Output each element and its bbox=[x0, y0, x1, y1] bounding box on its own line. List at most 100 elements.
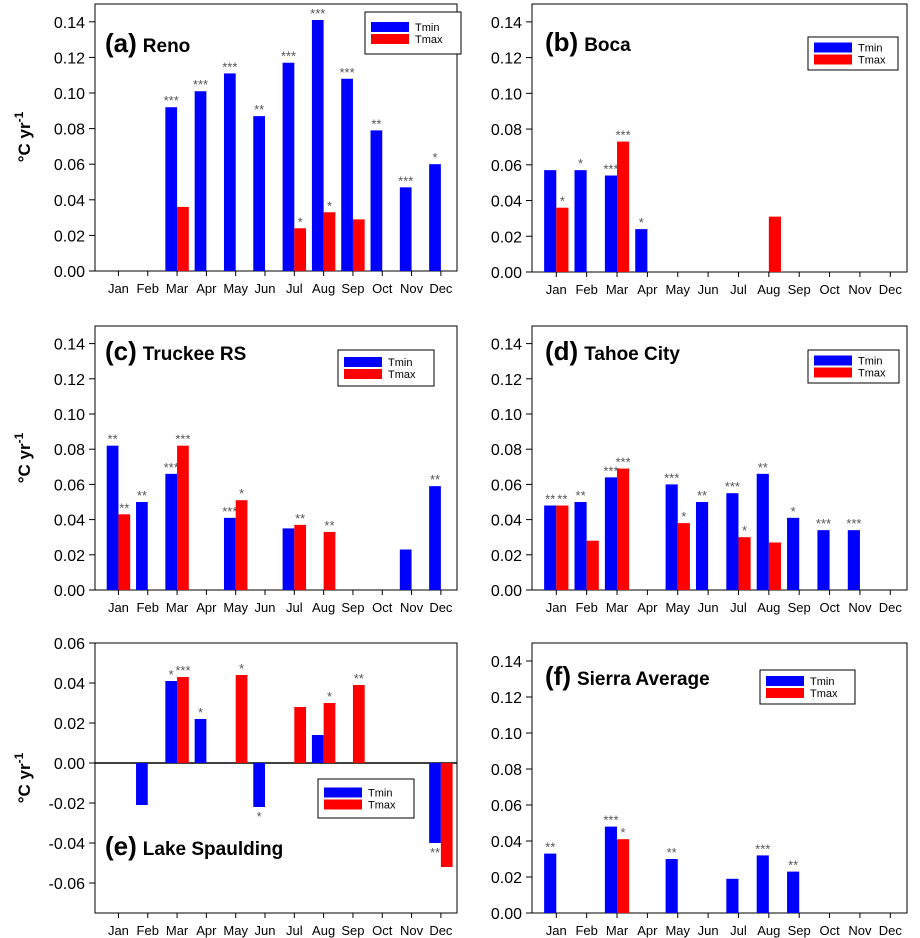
tmin-bar-jul bbox=[282, 62, 295, 271]
tmax-bar-may bbox=[235, 675, 248, 763]
x-tick-label: Jan bbox=[546, 600, 567, 615]
x-tick-label: Sep bbox=[341, 923, 364, 938]
panel-title: (e) Lake Spaulding bbox=[105, 831, 283, 861]
x-tick-label: Sep bbox=[788, 923, 811, 938]
tmin-bar-mar bbox=[165, 473, 178, 590]
tmin-bar-jan bbox=[544, 170, 557, 272]
legend-swatch-tmax bbox=[344, 369, 382, 379]
legend-label-tmin: Tmin bbox=[388, 357, 412, 369]
x-tick-label: Dec bbox=[879, 282, 903, 297]
y-tick-label: 0.12 bbox=[491, 690, 522, 707]
y-tick-label: 0.08 bbox=[491, 442, 522, 459]
tmax-bar-aug bbox=[323, 212, 336, 271]
y-tick-label: 0.04 bbox=[54, 676, 85, 693]
x-tick-label: May bbox=[223, 923, 248, 938]
x-tick-label: Nov bbox=[848, 600, 872, 615]
significance-marker: ** bbox=[119, 500, 129, 515]
tmax-bar-mar bbox=[177, 206, 189, 271]
significance-marker: * bbox=[257, 809, 262, 824]
tmax-bar-jan bbox=[556, 505, 569, 590]
x-tick-label: Oct bbox=[819, 282, 840, 297]
significance-marker: *** bbox=[603, 162, 618, 177]
tmin-bar-jun bbox=[253, 763, 266, 807]
legend-label-tmax: Tmax bbox=[858, 368, 886, 380]
significance-marker: *** bbox=[164, 460, 179, 475]
significance-marker: ** bbox=[667, 845, 677, 860]
x-tick-label: Aug bbox=[312, 923, 335, 938]
y-tick-label: 0.04 bbox=[491, 513, 522, 530]
tmin-bar-feb bbox=[136, 502, 148, 590]
tmax-bar-jul bbox=[294, 707, 307, 763]
significance-marker: *** bbox=[222, 504, 237, 519]
significance-marker: ** bbox=[545, 840, 555, 855]
tmin-bar-jun bbox=[695, 502, 709, 590]
tmin-bar-feb bbox=[574, 170, 587, 272]
tmax-bar-aug bbox=[323, 703, 336, 763]
x-tick-label: Jul bbox=[730, 282, 747, 297]
tmax-bar-dec bbox=[440, 763, 453, 867]
x-tick-label: Apr bbox=[196, 923, 217, 938]
y-tick-label: 0.08 bbox=[54, 122, 85, 139]
panel-boca: 0.00 0.02 0.04 0.06 0.08 0.10 0.12 0.14 Jan Feb Ma… bbox=[491, 3, 908, 297]
x-tick-label: Jan bbox=[546, 923, 567, 938]
legend-swatch-tmin bbox=[324, 787, 362, 798]
panel-title: (d) Tahoe City bbox=[545, 336, 680, 366]
significance-marker: *** bbox=[615, 455, 630, 470]
significance-marker: *** bbox=[816, 516, 831, 531]
significance-marker: ** bbox=[371, 116, 381, 131]
tmax-bar-aug bbox=[323, 531, 336, 590]
panel-title: (c) Truckee RS bbox=[105, 336, 246, 366]
x-tick-label: Jul bbox=[286, 600, 303, 615]
x-tick-label: Nov bbox=[400, 923, 424, 938]
significance-marker: *** bbox=[310, 6, 325, 21]
y-tick-label: 0.06 bbox=[491, 798, 522, 815]
tmax-bar-jul bbox=[738, 537, 751, 590]
panel-truckee-rs: 0.00 0.02 0.04 0.06 0.08 0.10 0.12 0.14 Jan Feb Ma… bbox=[54, 325, 458, 615]
x-tick-label: Dec bbox=[879, 600, 903, 615]
y-tick-label: 0.06 bbox=[491, 158, 522, 175]
y-tick-label: 0.02 bbox=[491, 870, 522, 887]
tmax-bar-may bbox=[677, 523, 690, 590]
y-tick-label: -0.06 bbox=[49, 876, 86, 893]
tmin-bar-apr bbox=[635, 229, 648, 272]
significance-marker: * bbox=[432, 150, 437, 165]
tmin-bar-sep bbox=[787, 517, 800, 590]
y-tick-label: 0.10 bbox=[491, 407, 522, 424]
tmin-bar-dec bbox=[429, 164, 441, 271]
y-tick-label: -0.02 bbox=[49, 796, 86, 813]
significance-marker: * bbox=[169, 667, 174, 682]
y-axis-label: °C yr-1 bbox=[12, 752, 34, 803]
x-tick-label: Oct bbox=[372, 281, 393, 296]
x-tick-label: May bbox=[665, 600, 690, 615]
x-tick-label: Nov bbox=[400, 281, 424, 296]
significance-marker: * bbox=[198, 705, 203, 720]
significance-marker: *** bbox=[175, 663, 190, 678]
significance-marker: *** bbox=[175, 432, 190, 447]
x-tick-label: Jun bbox=[255, 923, 276, 938]
tmin-bar-apr bbox=[194, 719, 207, 763]
y-tick-label: 0.04 bbox=[491, 194, 522, 211]
tmax-bar-jul bbox=[294, 228, 307, 271]
y-axis-label: °C yr-1 bbox=[12, 432, 34, 483]
plot-frame bbox=[94, 642, 458, 914]
x-tick-label: Aug bbox=[312, 281, 335, 296]
tmin-bar-jan bbox=[544, 505, 557, 590]
y-tick-label: 0.10 bbox=[491, 726, 522, 743]
x-tick-label: Jan bbox=[108, 281, 129, 296]
tmax-bar-aug bbox=[768, 216, 781, 272]
plot-frame bbox=[94, 3, 458, 272]
tmin-bar-mar bbox=[165, 681, 178, 763]
legend-swatch-tmax bbox=[814, 367, 852, 378]
x-tick-label: Jul bbox=[286, 923, 303, 938]
y-tick-label: 0.06 bbox=[491, 477, 522, 494]
significance-marker: * bbox=[791, 504, 796, 519]
y-axis-label: °C yr-1 bbox=[12, 111, 34, 162]
x-tick-label: Apr bbox=[637, 282, 658, 297]
tmin-bar-mar bbox=[604, 477, 618, 590]
panel-title: (a) Reno bbox=[105, 28, 190, 58]
panel-lake-spaulding: -0.06 -0.04 -0.02 0.00 0.02 0.04 0.06 Jan Feb Mar… bbox=[49, 636, 458, 938]
